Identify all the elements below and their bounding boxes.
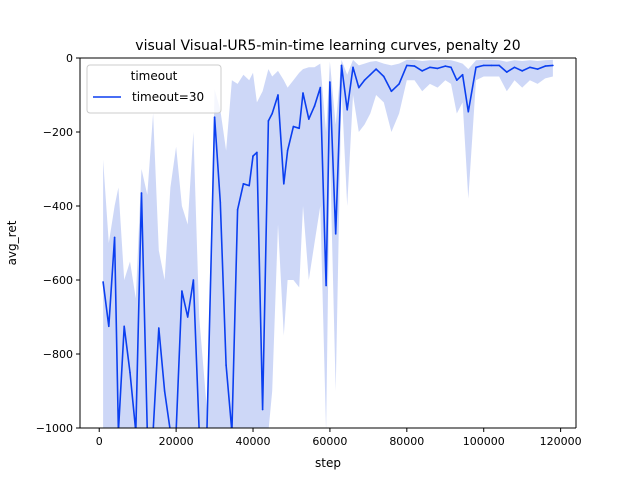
- x-tick-label: 20000: [159, 435, 194, 448]
- data-point: [181, 290, 183, 292]
- data-point: [283, 183, 285, 185]
- data-point: [358, 86, 360, 89]
- data-point: [225, 364, 227, 366]
- confidence-band-0: [103, 59, 553, 428]
- y-axis-label: avg_ret: [5, 220, 19, 265]
- data-point: [329, 81, 331, 83]
- data-point: [490, 64, 493, 67]
- axes-frame: [79, 57, 577, 429]
- data-point: [506, 71, 508, 73]
- data-point: [108, 325, 110, 328]
- legend: timeout timeout=30: [86, 64, 222, 114]
- data-point: [286, 149, 289, 152]
- y-tick-label: −800: [43, 348, 73, 361]
- data-point: [129, 371, 131, 374]
- series-line-0: [102, 64, 553, 428]
- data-point: [140, 192, 143, 194]
- data-point: [482, 64, 485, 67]
- data-point: [158, 327, 160, 329]
- x-axis-label: step: [315, 456, 341, 470]
- data-point: [277, 94, 279, 96]
- data-point: [252, 155, 254, 157]
- data-point: [461, 73, 464, 76]
- data-point: [261, 408, 264, 411]
- x-tick-label: 80000: [389, 435, 424, 448]
- data-point: [319, 86, 322, 89]
- data-point: [292, 125, 295, 128]
- data-point: [406, 64, 408, 67]
- data-point: [498, 64, 500, 67]
- chart-title: visual Visual-UR5-min-time learning curv…: [135, 38, 520, 54]
- data-point: [363, 79, 366, 81]
- y-tick-label: −400: [43, 200, 73, 213]
- x-tick-label: 120000: [540, 435, 582, 448]
- legend-box: [86, 64, 222, 114]
- data-point: [308, 118, 310, 120]
- data-point: [113, 236, 116, 239]
- data-point: [444, 65, 447, 67]
- data-point: [267, 120, 270, 122]
- x-tick-label: 60000: [312, 435, 347, 448]
- x-tick-label: 40000: [236, 435, 271, 448]
- y-tick-label: −200: [43, 126, 73, 139]
- data-point: [340, 64, 343, 67]
- data-point: [552, 64, 554, 67]
- data-point: [513, 66, 516, 69]
- data-point: [302, 92, 304, 94]
- series-layer: [102, 59, 554, 428]
- data-point: [467, 110, 470, 113]
- x-ticks: 0 20000 40000 60000 80000 100000 120000: [96, 428, 582, 448]
- data-point: [271, 112, 274, 115]
- data-point: [429, 66, 431, 69]
- y-ticks: −1000 −800 −600 −400 −200 0: [36, 52, 80, 435]
- data-point: [544, 65, 546, 67]
- data-point: [398, 83, 400, 85]
- data-point: [334, 233, 337, 235]
- data-point: [325, 284, 327, 287]
- data-point: [456, 79, 458, 81]
- data-point: [383, 75, 385, 78]
- data-point: [421, 70, 424, 72]
- data-point: [102, 281, 104, 283]
- x-tick-label: 0: [96, 435, 103, 448]
- data-point: [450, 66, 452, 69]
- data-point: [369, 73, 372, 76]
- data-point: [298, 127, 301, 130]
- legend-label-timeout-30: timeout=30: [132, 90, 204, 104]
- data-point: [375, 68, 377, 70]
- data-point: [192, 279, 195, 281]
- data-point: [256, 151, 258, 154]
- data-point: [236, 208, 239, 211]
- y-tick-label: −600: [43, 274, 73, 287]
- data-point: [313, 105, 316, 107]
- data-point: [529, 66, 531, 69]
- data-point: [536, 68, 539, 70]
- x-tick-label: 100000: [463, 435, 505, 448]
- legend-title: timeout: [131, 69, 178, 83]
- y-tick-label: 0: [66, 52, 73, 65]
- data-point: [219, 201, 222, 204]
- data-point: [352, 66, 354, 69]
- data-point: [521, 70, 523, 72]
- data-point: [346, 109, 349, 111]
- data-point: [248, 184, 250, 187]
- data-point: [186, 316, 189, 318]
- data-point: [436, 67, 439, 70]
- data-point: [163, 390, 166, 392]
- data-point: [413, 65, 416, 67]
- data-point: [213, 116, 216, 118]
- data-point: [123, 325, 125, 328]
- data-point: [475, 66, 477, 69]
- y-tick-label: −1000: [36, 422, 73, 435]
- data-point: [390, 90, 393, 93]
- data-point: [242, 183, 245, 185]
